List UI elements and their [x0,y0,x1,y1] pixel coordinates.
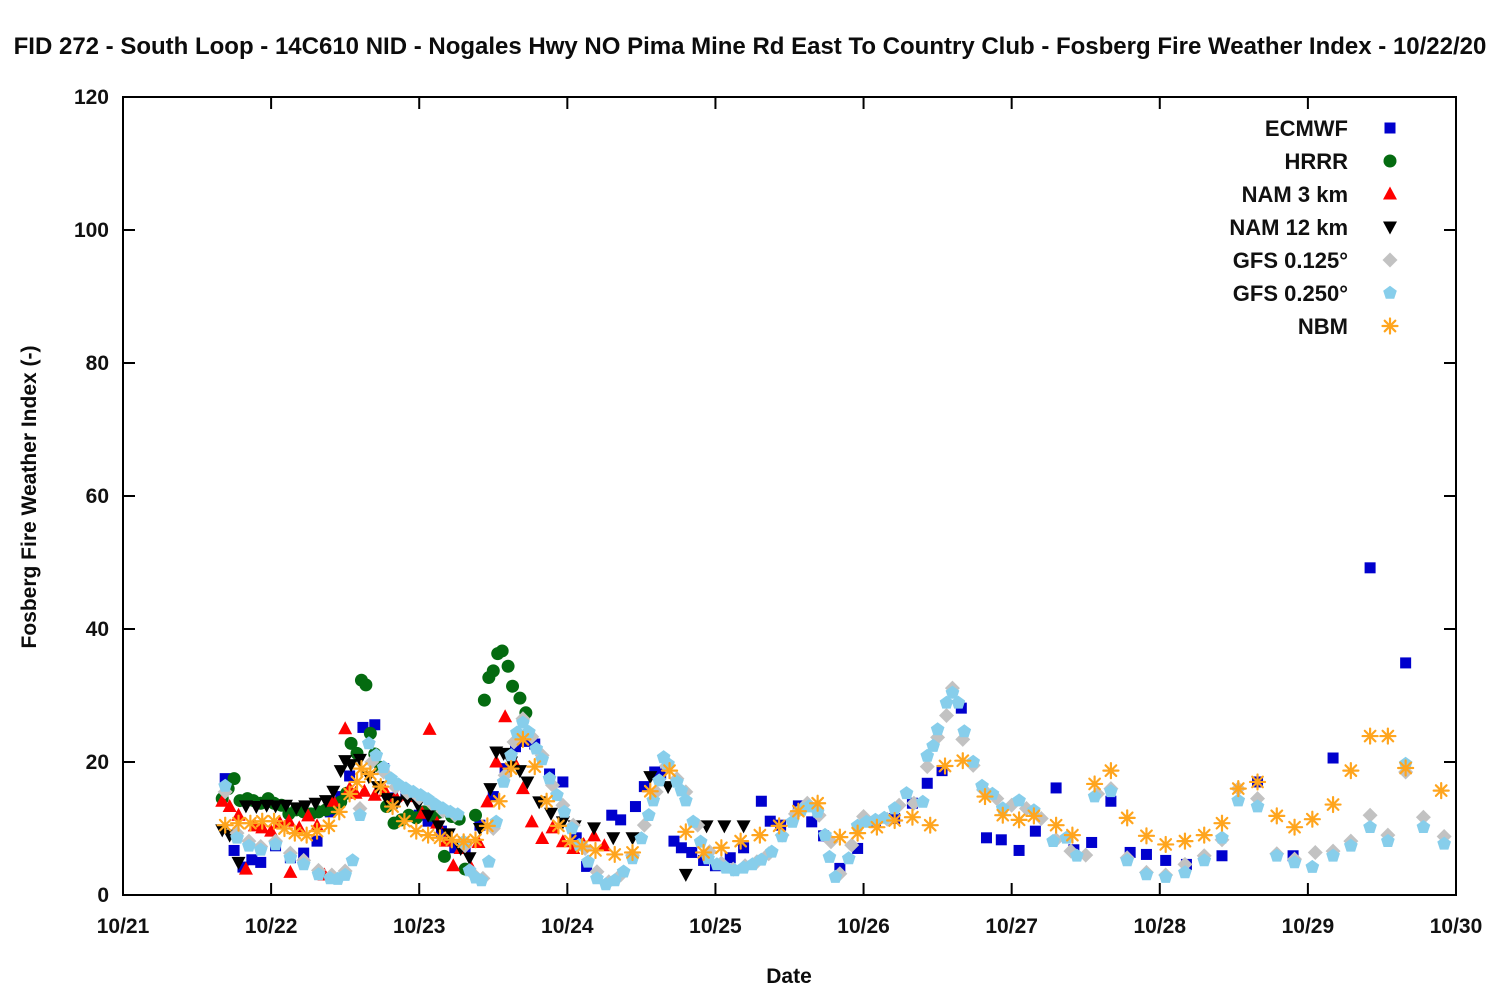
y-axis-label: Fosberg Fire Weather Index (-) [18,345,41,649]
x-axis-label: Date [766,965,812,988]
legend: ECMWF HRRR NAM 3 km NAM 12 km GFS 0.125° GFS … [1229,116,1399,339]
legend-label-hrrr: HRRR [1284,149,1348,174]
x-tick-label: 10/26 [837,915,890,938]
chart-title: FID 272 - South Loop - 14C610 NID - Noga… [13,33,1487,60]
legend-marker-nam-12-km [1383,221,1397,235]
x-axis-ticks: 10/21 10/22 10/23 10/24 10/25 10/26 10/27 10/28… [97,97,1483,938]
x-tick-label: 10/24 [541,915,594,938]
legend-marker-nam-3-km [1383,186,1397,200]
legend-label-ecmwf: ECMWF [1265,116,1348,141]
series-nbm [216,727,1450,864]
y-tick-label: 40 [86,618,109,641]
y-tick-label: 0 [97,884,109,907]
x-tick-label: 10/28 [1133,915,1186,938]
y-tick-label: 120 [74,86,109,109]
x-tick-label: 10/25 [689,915,742,938]
legend-marker-ecmwf [1384,122,1396,134]
x-tick-label: 10/22 [245,915,298,938]
y-axis-ticks: 0 20 40 60 80 100 120 [74,86,1456,907]
y-tick-label: 20 [86,751,109,774]
x-tick-label: 10/30 [1430,915,1483,938]
legend-marker-gfs-0-250 [1383,285,1397,299]
legend-label-nam-3-km: NAM 3 km [1242,182,1348,207]
x-tick-label: 10/27 [985,915,1038,938]
x-tick-label: 10/29 [1282,915,1335,938]
legend-marker-nbm [1381,317,1399,335]
legend-label-gfs-0-125: GFS 0.125° [1233,248,1348,273]
legend-label-gfs-0-250: GFS 0.250° [1233,281,1348,306]
x-tick-label: 10/23 [393,915,446,938]
legend-label-nbm: NBM [1298,314,1348,339]
y-tick-label: 100 [74,219,109,242]
legend-label-nam-12-km: NAM 12 km [1229,215,1348,240]
legend-marker-hrrr [1383,154,1397,168]
x-tick-label: 10/21 [97,915,150,938]
series-gfs-0-250 [218,685,1451,891]
y-tick-label: 80 [86,352,109,375]
legend-marker-gfs-0-125 [1382,252,1398,268]
y-tick-label: 60 [86,485,109,508]
